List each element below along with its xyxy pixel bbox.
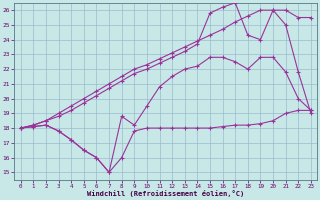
X-axis label: Windchill (Refroidissement éolien,°C): Windchill (Refroidissement éolien,°C)	[87, 190, 244, 197]
